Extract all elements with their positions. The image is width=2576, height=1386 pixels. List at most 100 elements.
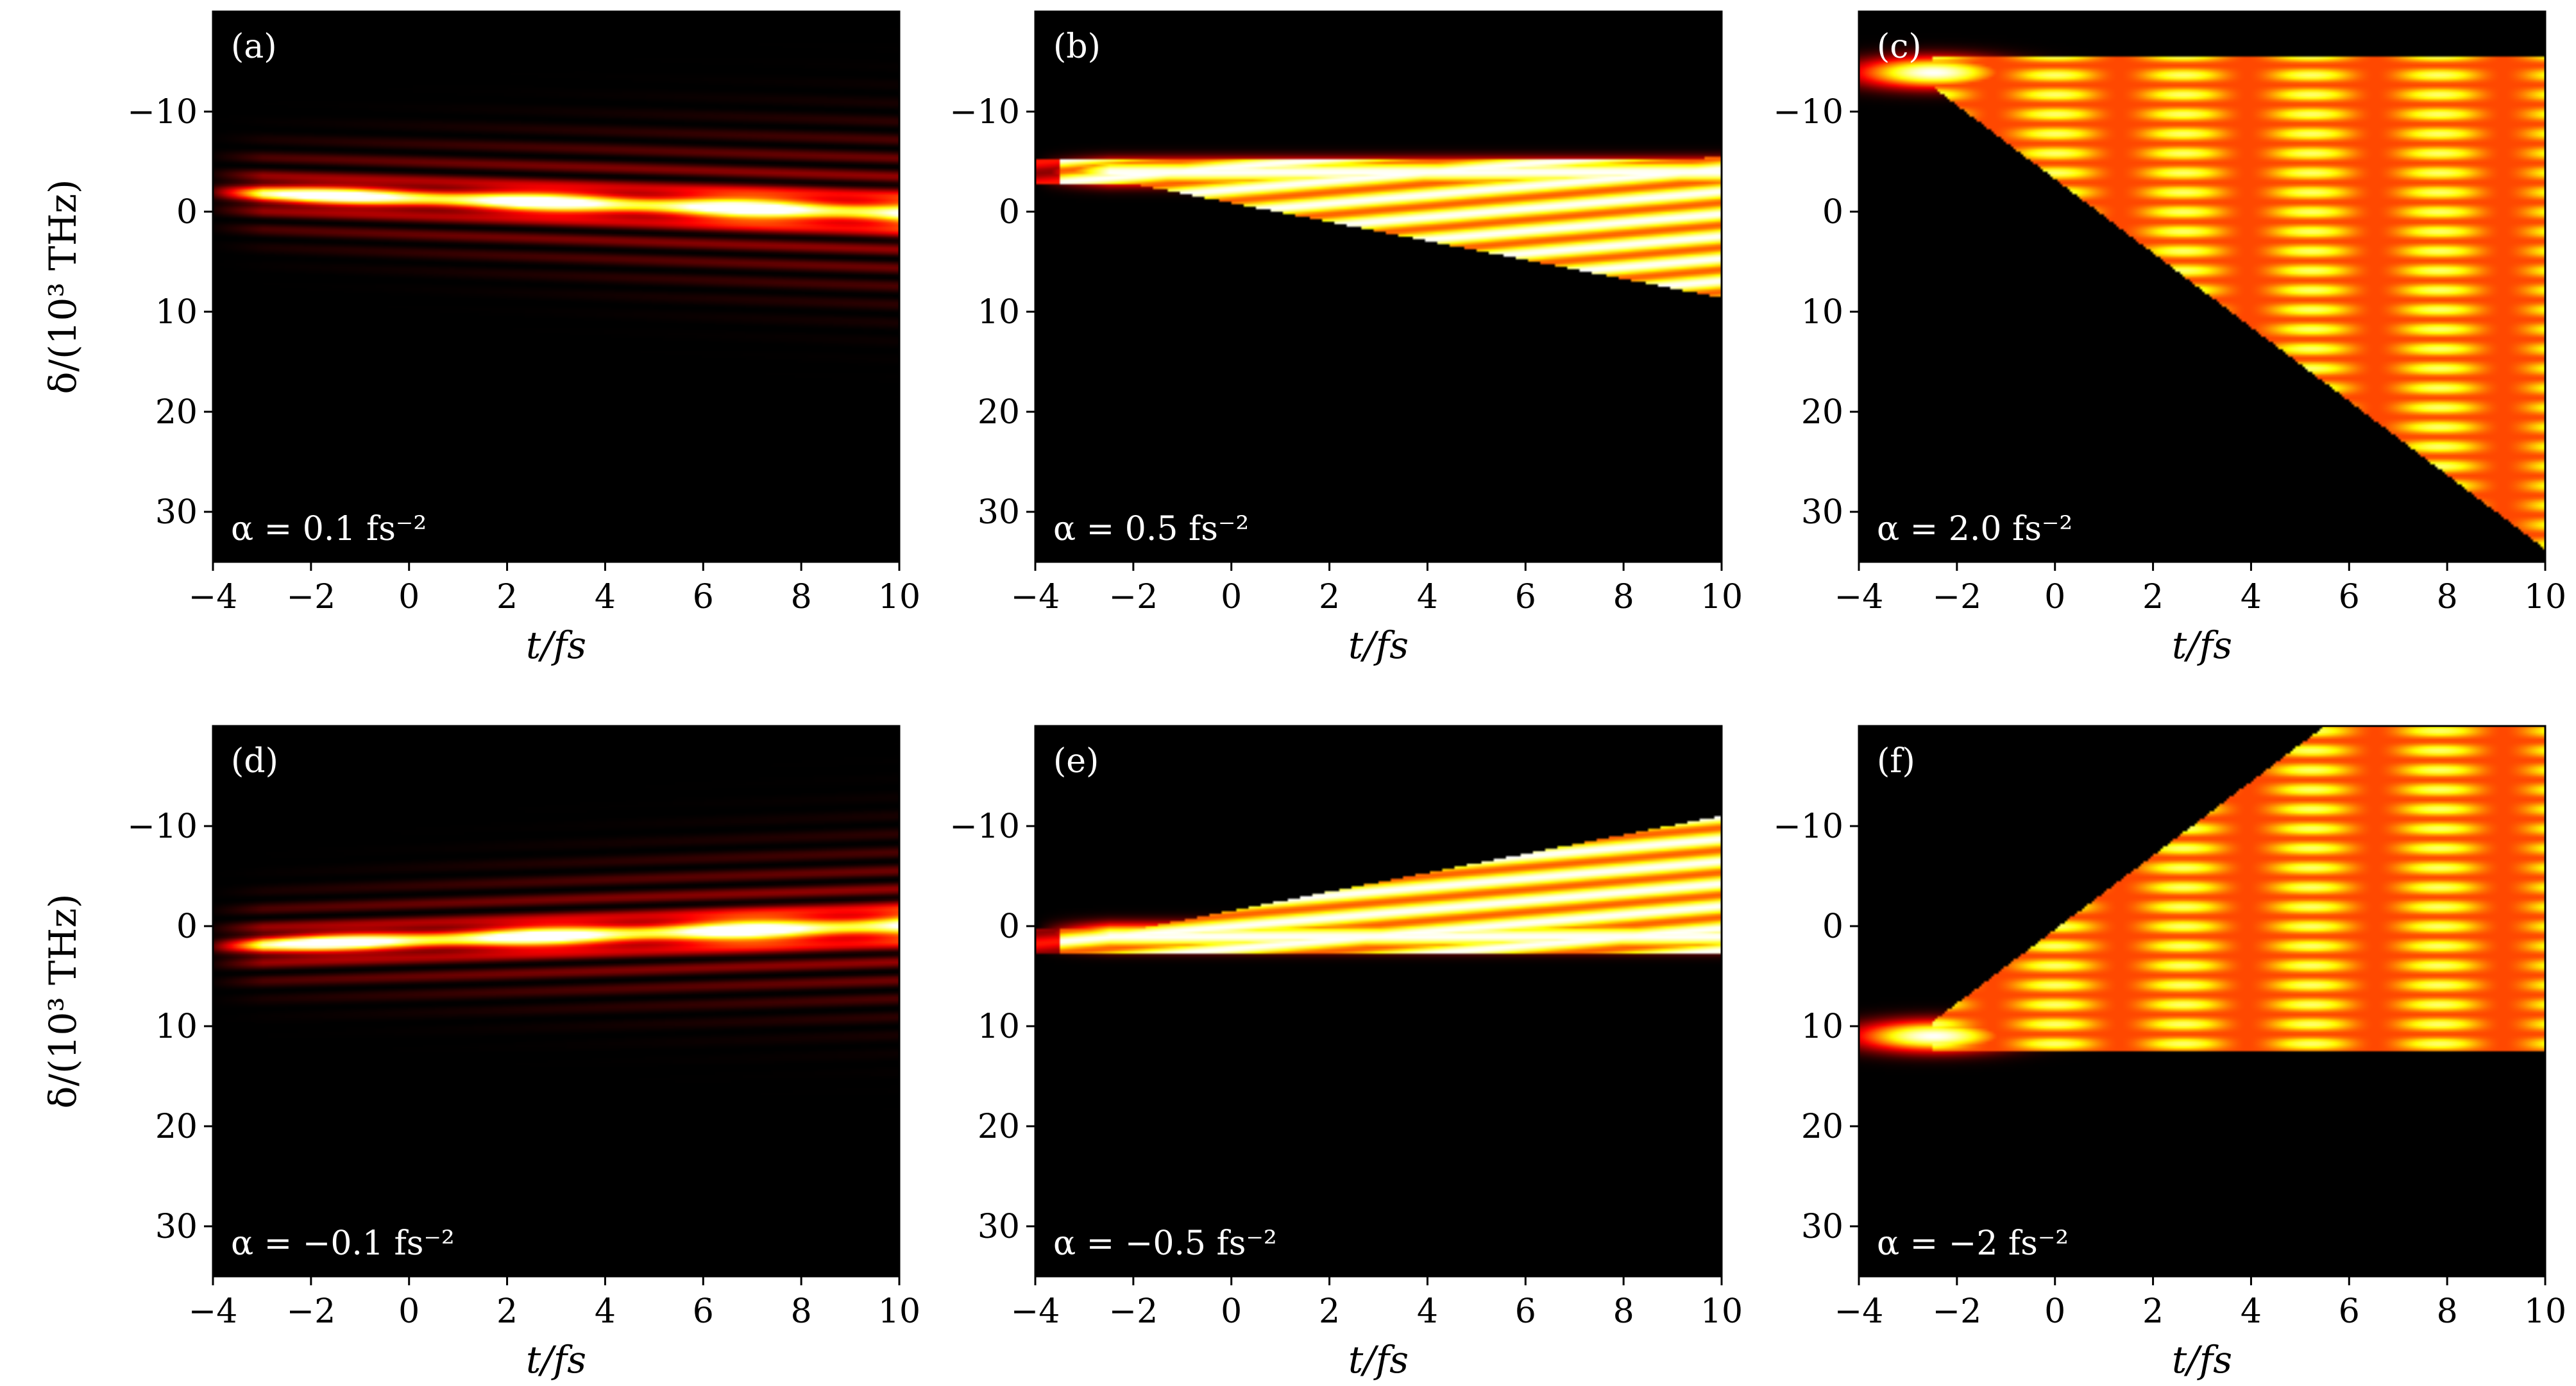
alpha-annotation: α = −0.5 fs⁻² [1053,1224,1277,1263]
y-tick-label: 0 [1822,193,1843,232]
y-tick-label: −10 [1773,807,1843,846]
x-tick-label: −4 [189,1292,238,1331]
x-tick-label: −2 [287,578,336,616]
x-tick-label: −2 [1109,578,1158,616]
y-tick-label: 10 [1801,293,1843,332]
x-tick-label: 8 [2437,578,2458,616]
y-tick-label: 20 [1801,393,1843,432]
y-tick-label: 0 [1822,908,1843,946]
x-tick-label: −2 [1109,1292,1158,1331]
panel-a: −4 −2 0 2 4 6 8 10 −10 0 10 20 30 t/fs δ/(10³ THz) (a) α… [41,10,920,667]
x-tick-label: 2 [496,1292,518,1331]
x-tick-label: 10 [2524,578,2566,616]
x-tick-label: 0 [1221,1292,1242,1331]
x-tick-label: 0 [2044,1292,2065,1331]
x-tick-label: 8 [791,578,812,616]
y-tick-label: 20 [1801,1108,1843,1146]
heatmap-image [1035,12,1722,562]
y-tick-label: 0 [176,193,198,232]
x-tick-label: 10 [878,1292,920,1331]
y-tick-label: −10 [1773,93,1843,131]
x-axis-label: t/fs [526,623,586,667]
y-tick-label: 20 [155,393,198,432]
panel-label: (a) [231,28,277,66]
y-tick-label: 30 [155,493,198,532]
x-axis-label: t/fs [2172,623,2232,667]
x-tick-label: 10 [878,578,920,616]
alpha-annotation: α = 2.0 fs⁻² [1877,510,2072,548]
x-tick-label: 2 [1319,578,1340,616]
plot-frame [212,10,901,563]
heatmap-image [213,12,899,562]
x-tick-label: 2 [2142,578,2164,616]
x-axis-label: t/fs [1348,1338,1409,1382]
y-tick-label: 0 [176,908,198,946]
x-tick-label: −4 [1835,1292,1884,1331]
y-tick-label: 10 [155,293,198,332]
panel-d: −4 −2 0 2 4 6 8 10 −10 0 10 20 30 t/fs δ/(10³ THz) (d) α… [41,725,920,1382]
x-tick-label: 8 [1613,1292,1634,1331]
y-tick-label: 10 [978,293,1020,332]
x-axis-label: t/fs [526,1338,586,1382]
x-tick-label: 8 [2437,1292,2458,1331]
x-tick-label: 0 [398,1292,419,1331]
x-tick-label: −2 [1933,1292,1982,1331]
x-tick-label: 6 [2339,578,2360,616]
x-tick-label: 6 [2339,1292,2360,1331]
panel-c: −4 −2 0 2 4 6 8 10 −10 0 10 20 30 t/fs (c) α = 2.0 fs⁻² [1773,10,2566,667]
plot-frame [1034,10,1723,563]
x-tick-label: −4 [1835,578,1884,616]
y-tick-label: 30 [155,1208,198,1246]
panel-b: −4 −2 0 2 4 6 8 10 −10 0 10 20 30 t/fs (b) α = 0.5 fs⁻² [949,10,1743,667]
y-tick-label: −10 [949,807,1020,846]
x-tick-label: 10 [1700,578,1743,616]
panel-label: (d) [231,742,278,781]
panel-label: (b) [1053,28,1101,66]
y-tick-label: 0 [999,193,1020,232]
x-axis-label: t/fs [2172,1338,2232,1382]
panel-label: (f) [1877,742,1915,781]
alpha-annotation: α = 0.1 fs⁻² [231,510,427,548]
y-tick-label: 20 [978,1108,1020,1146]
x-tick-label: 0 [2044,578,2065,616]
plot-frame [212,725,901,1278]
alpha-annotation: α = −2 fs⁻² [1877,1224,2069,1263]
x-tick-label: −2 [287,1292,336,1331]
y-tick-label: −10 [127,93,198,131]
panel-e: −4 −2 0 2 4 6 8 10 −10 0 10 20 30 t/fs (e) α = −0.5 fs⁻… [949,725,1743,1382]
x-tick-label: 0 [1221,578,1242,616]
y-axis-label: δ/(10³ THz) [41,179,85,394]
x-tick-label: −4 [1011,578,1060,616]
x-axis-label: t/fs [1348,623,1409,667]
heatmap-image [213,726,899,1276]
panel-label: (c) [1877,28,1922,66]
heatmap-image [1035,726,1722,1276]
alpha-annotation: α = 0.5 fs⁻² [1053,510,1249,548]
x-tick-label: 2 [2142,1292,2164,1331]
x-tick-label: 10 [2524,1292,2566,1331]
y-tick-label: 20 [155,1108,198,1146]
x-tick-label: 4 [595,1292,616,1331]
x-tick-label: 2 [496,578,518,616]
x-tick-label: −2 [1933,578,1982,616]
y-tick-label: 20 [978,393,1020,432]
heatmap-image [1859,726,2545,1276]
x-tick-label: 0 [398,578,419,616]
x-tick-label: 6 [1515,578,1536,616]
y-tick-label: 30 [1801,1208,1843,1246]
x-tick-label: −4 [1011,1292,1060,1331]
x-tick-label: 4 [595,578,616,616]
y-tick-label: 30 [978,1208,1020,1246]
x-tick-label: −4 [189,578,238,616]
x-tick-label: 8 [791,1292,812,1331]
plot-frame [1034,725,1723,1278]
y-tick-label: 10 [1801,1008,1843,1046]
x-tick-label: 6 [693,578,714,616]
x-tick-label: 4 [2241,578,2262,616]
plot-frame [1858,10,2546,563]
y-tick-label: 10 [978,1008,1020,1046]
alpha-annotation: α = −0.1 fs⁻² [231,1224,455,1263]
plot-frame [1858,725,2546,1278]
y-tick-label: 30 [1801,493,1843,532]
